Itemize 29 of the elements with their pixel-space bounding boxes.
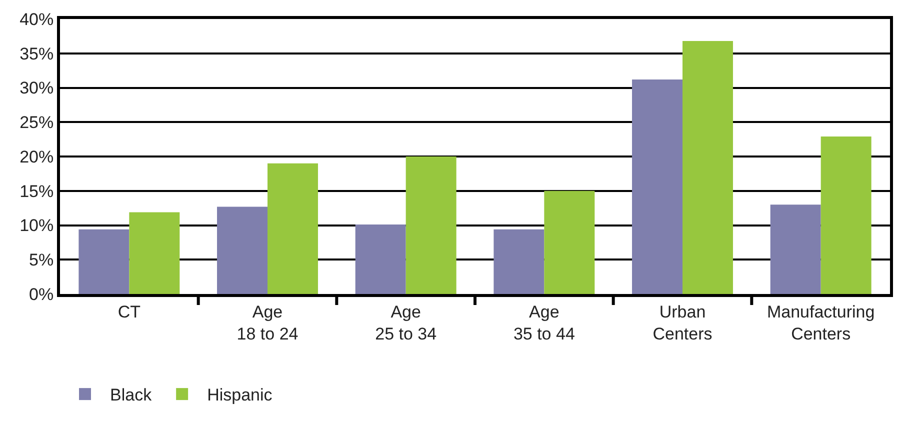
bar [682, 41, 733, 294]
x-tick-label: Urban Centers [652, 302, 712, 344]
y-tick-label: 35% [20, 44, 54, 64]
bar [355, 224, 406, 294]
bar [820, 136, 872, 294]
x-tick-label: Age 25 to 34 [375, 302, 437, 344]
y-tick-label: 40% [20, 10, 54, 29]
bar [78, 229, 130, 294]
x-tick-label: CT [118, 302, 141, 322]
y-tick-label: 5% [29, 250, 54, 270]
y-tick-label: 15% [20, 182, 54, 201]
legend-label: Black [110, 386, 152, 405]
y-tick-label: 30% [20, 78, 54, 98]
y-tick-label: 10% [20, 216, 54, 236]
bar [129, 212, 180, 294]
bar [494, 229, 544, 294]
legend-label: Hispanic [207, 386, 273, 405]
bar [406, 156, 456, 294]
x-tick-label: Manufacturing Centers [766, 302, 875, 344]
x-tick-label: Age 35 to 44 [513, 302, 575, 344]
bar [632, 80, 682, 294]
x-tick-label: Age 18 to 24 [236, 302, 298, 344]
y-tick-label: 0% [29, 284, 54, 304]
y-tick-label: 25% [20, 113, 54, 132]
bar [268, 163, 318, 294]
bar [544, 190, 595, 294]
bar [217, 206, 268, 294]
y-tick-label: 20% [20, 147, 54, 166]
bar [770, 204, 821, 294]
